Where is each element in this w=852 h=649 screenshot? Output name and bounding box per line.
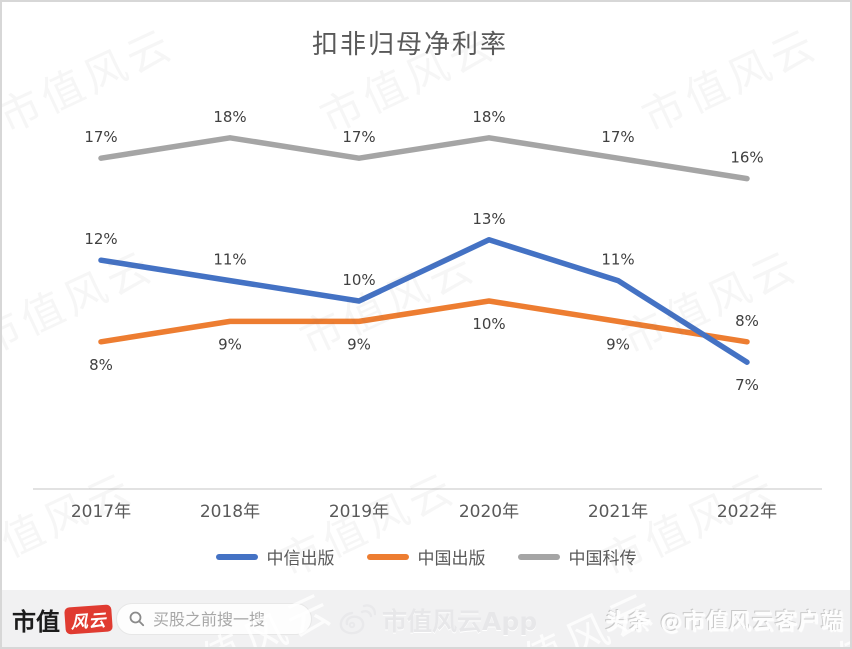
legend-label-citic: 中信出版 — [266, 549, 335, 569]
data-label: 7% — [735, 376, 759, 394]
series-line-1 — [98, 298, 750, 345]
series-line-2 — [98, 135, 750, 182]
credit-text: 头条 @市值风云客户端 — [605, 609, 844, 635]
legend-item-china-publishing[interactable]: 中国出版 — [366, 544, 486, 569]
chart-legend: 中信出版 中国出版 中国科传 — [0, 544, 852, 569]
line-chart-plot: 2017年 2018年 2019年 2020年 2021年 2022年 12% 11% 10% 1… — [33, 108, 822, 522]
legend-swatch-china-publishing — [366, 553, 409, 560]
x-axis-label: 2022年 — [717, 502, 777, 522]
data-label: 13% — [472, 210, 505, 228]
data-label: 12% — [84, 230, 117, 248]
search-box[interactable] — [116, 603, 312, 635]
legend-label-china-publishing: 中国出版 — [417, 549, 486, 569]
search-icon — [129, 611, 145, 627]
x-axis-label: 2018年 — [200, 502, 260, 522]
data-label: 10% — [342, 271, 375, 289]
legend-item-china-science[interactable]: 中国科传 — [517, 544, 637, 569]
x-axis-label: 2021年 — [588, 502, 648, 522]
search-input[interactable] — [153, 609, 293, 629]
series-line-0 — [98, 237, 750, 365]
chart-title: 扣非归母净利率 — [311, 30, 508, 60]
data-label: 18% — [213, 108, 246, 126]
legend-swatch-citic — [215, 553, 258, 560]
legend-item-citic[interactable]: 中信出版 — [215, 544, 335, 569]
data-label: 9% — [218, 335, 242, 353]
x-axis-label: 2017年 — [71, 502, 131, 522]
data-label: 8% — [89, 356, 113, 374]
data-label: 18% — [472, 108, 505, 126]
data-label: 8% — [735, 312, 759, 330]
brand-logo-text: 市值 — [12, 607, 60, 636]
data-label: 17% — [84, 128, 117, 146]
data-label: 17% — [342, 128, 375, 146]
weibo-icon — [339, 603, 376, 634]
data-label: 16% — [730, 149, 763, 167]
data-label: 9% — [347, 335, 371, 353]
app-watermark: 市值风云App — [338, 590, 537, 649]
brand-logo[interactable]: 市值 风云 — [12, 590, 113, 649]
legend-swatch-china-science — [517, 553, 560, 560]
x-axis-label: 2019年 — [329, 502, 389, 522]
data-label: 10% — [472, 315, 505, 333]
data-label: 11% — [601, 251, 634, 269]
footer-bar: 市值 风云 市值风云App 头条 @市值风云客户端 — [0, 590, 852, 649]
legend-label-china-science: 中国科传 — [568, 549, 637, 569]
app-watermark-text: 市值风云App — [382, 606, 538, 636]
x-axis-label: 2020年 — [459, 502, 519, 522]
data-label: 11% — [213, 251, 246, 269]
data-label: 9% — [606, 335, 630, 353]
brand-logo-badge: 风云 — [64, 604, 113, 635]
data-label: 17% — [601, 128, 634, 146]
